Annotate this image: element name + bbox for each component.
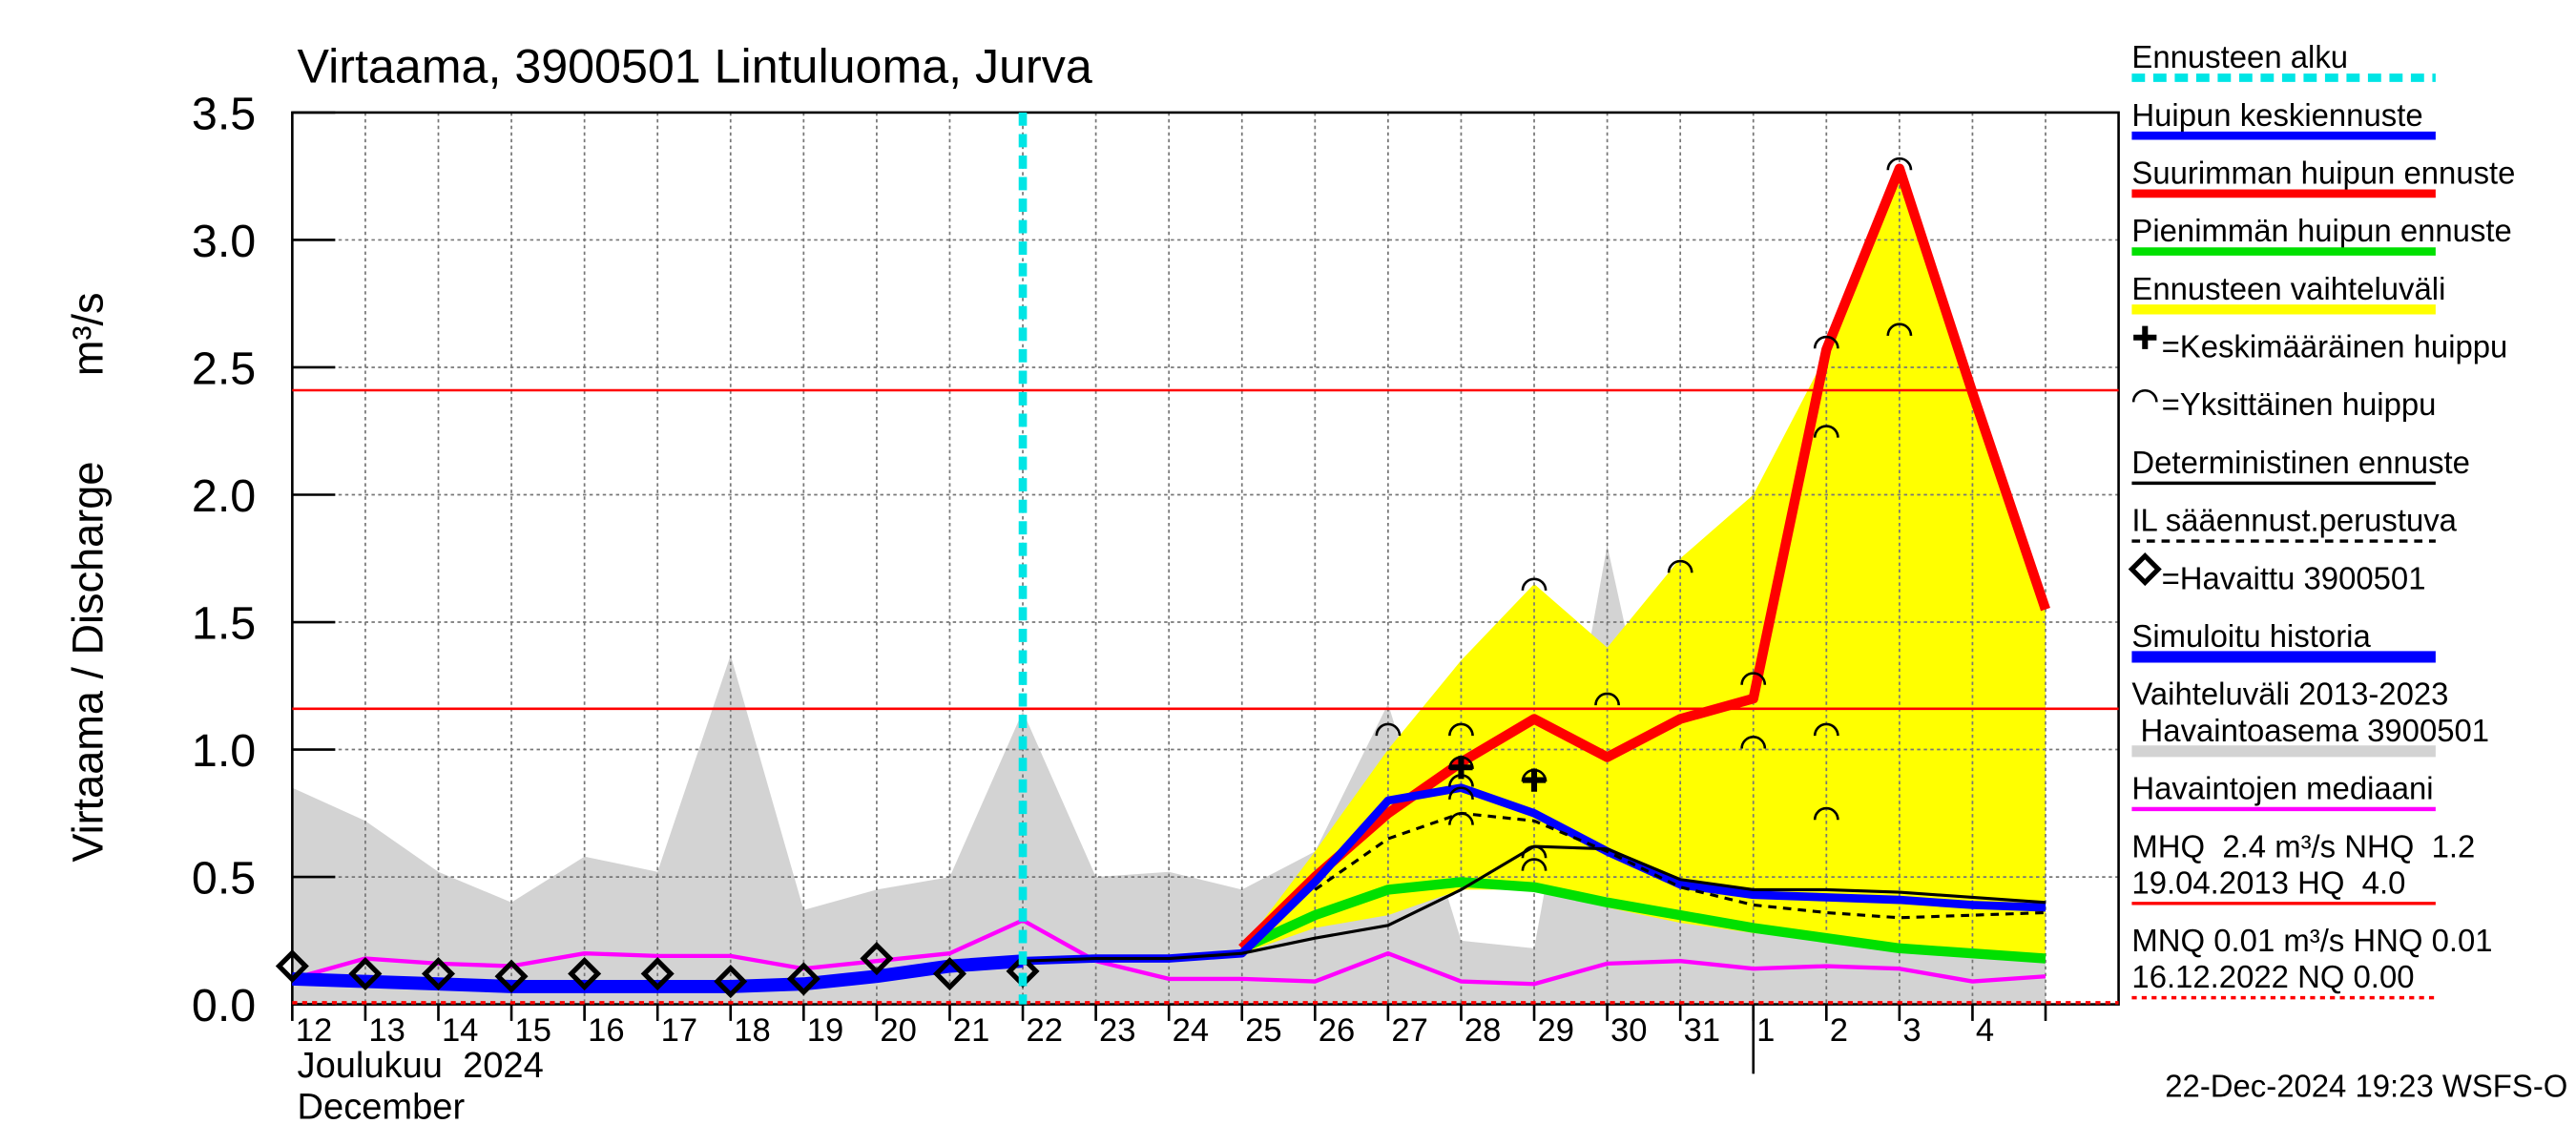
x-tick-label: 22 xyxy=(1027,1012,1063,1049)
x-tick-label: 17 xyxy=(661,1012,697,1049)
chart-title: Virtaama, 3900501 Lintuluoma, Jurva xyxy=(298,40,1092,94)
peak-marker xyxy=(1594,692,1621,706)
observed-marker xyxy=(786,962,821,996)
x-tick-label: 31 xyxy=(1684,1012,1720,1049)
legend-text: Suurimman huipun ennuste xyxy=(2131,155,2515,190)
x-tick-label: 24 xyxy=(1173,1012,1209,1049)
observed-marker xyxy=(275,948,309,984)
legend-text: Havaintojen mediaani xyxy=(2131,771,2433,806)
peak-marker xyxy=(1448,786,1474,800)
legend-text: Pienimmän huipun ennuste xyxy=(2131,213,2511,248)
legend-text: Huipun keskiennuste xyxy=(2131,97,2422,133)
observed-marker xyxy=(640,957,675,991)
footer: 22-Dec-2024 19:23 WSFS-O xyxy=(2165,1069,2567,1104)
legend-text: =Havaittu 3900501 xyxy=(2162,560,2426,595)
peak-marker xyxy=(1521,577,1548,592)
y-tick-label: 3.5 xyxy=(192,88,256,139)
peak-marker xyxy=(1813,425,1839,438)
observed-marker xyxy=(348,957,383,991)
series-line xyxy=(1239,877,2046,964)
observed-marker xyxy=(860,941,894,976)
band-area xyxy=(1241,163,2046,959)
peak-marker xyxy=(1813,722,1839,737)
peak-marker xyxy=(2131,388,2158,403)
legend-text: Deterministinen ennuste xyxy=(2131,445,2470,480)
x-tick-label: 20 xyxy=(880,1012,916,1049)
peak-marker xyxy=(1886,156,1913,171)
observed-marker xyxy=(421,957,456,991)
x-tick-label: 15 xyxy=(515,1012,551,1049)
legend-text: Havaintoasema 3900501 xyxy=(2131,713,2489,748)
x-tick-label: 23 xyxy=(1099,1012,1135,1049)
mean-peak-marker xyxy=(1449,756,1473,780)
peak-marker xyxy=(1448,722,1474,737)
x-tick-label: 27 xyxy=(1391,1012,1427,1049)
y-tick-label: 1.0 xyxy=(192,725,256,777)
y-tick-label: 1.5 xyxy=(192,597,256,649)
legend-text: 19.04.2013 HQ 4.0 xyxy=(2131,864,2405,900)
legend-text: IL sääennust.perustuva xyxy=(2131,503,2457,538)
legend-text: Simuloitu historia xyxy=(2131,618,2371,654)
legend-text: Ennusteen alku xyxy=(2131,39,2348,74)
y-tick-label: 2.5 xyxy=(192,343,256,394)
legend-text: MHQ 2.4 m³/s NHQ 1.2 xyxy=(2131,828,2475,864)
peak-marker xyxy=(1448,812,1474,825)
x-axis-label: December xyxy=(298,1087,466,1127)
peak-marker xyxy=(1667,559,1693,573)
series-line xyxy=(1238,163,2050,952)
x-tick-label: 12 xyxy=(296,1012,332,1049)
observed-marker xyxy=(494,959,529,993)
x-tick-label: 29 xyxy=(1537,1012,1573,1049)
x-tick-label: 26 xyxy=(1319,1012,1355,1049)
x-tick-label: 1 xyxy=(1756,1012,1775,1049)
y-axis-unit: m³/s xyxy=(63,292,112,376)
peak-marker xyxy=(1521,844,1548,859)
x-axis-label: Joulukuu 2024 xyxy=(298,1046,544,1086)
x-tick-label: 3 xyxy=(1902,1012,1921,1049)
legend-text: 16.12.2022 NQ 0.00 xyxy=(2131,959,2414,994)
peak-marker xyxy=(1375,722,1402,737)
observed-marker xyxy=(932,957,966,991)
y-tick-label: 3.0 xyxy=(192,216,256,267)
observed-marker xyxy=(714,965,748,999)
peak-marker xyxy=(1521,858,1548,871)
peak-marker xyxy=(1886,323,1913,336)
peak-marker xyxy=(1740,736,1767,749)
mean-peak-marker xyxy=(2133,325,2157,349)
x-tick-label: 19 xyxy=(807,1012,843,1049)
y-tick-label: 0.5 xyxy=(192,852,256,904)
y-tick-label: 2.0 xyxy=(192,470,256,522)
x-tick-label: 21 xyxy=(953,1012,989,1049)
x-tick-label: 4 xyxy=(1976,1012,1994,1049)
peak-marker xyxy=(1813,335,1839,349)
legend-text: =Keskimääräinen huippu xyxy=(2162,329,2508,364)
x-tick-label: 25 xyxy=(1245,1012,1281,1049)
x-tick-label: 2 xyxy=(1830,1012,1848,1049)
observed-marker xyxy=(2128,552,2162,587)
observed-marker xyxy=(568,957,602,991)
legend-text: MNQ 0.01 m³/s HNQ 0.01 xyxy=(2131,923,2492,958)
legend-text: =Yksittäinen huippu xyxy=(2162,386,2437,422)
series-line xyxy=(1314,811,2046,920)
x-tick-label: 28 xyxy=(1465,1012,1501,1049)
x-tick-label: 14 xyxy=(442,1012,478,1049)
x-tick-label: 30 xyxy=(1610,1012,1647,1049)
y-tick-label: 0.0 xyxy=(192,980,256,1031)
x-tick-label: 18 xyxy=(734,1012,770,1049)
x-tick-label: 16 xyxy=(588,1012,624,1049)
peak-marker xyxy=(1740,672,1767,685)
mean-peak-marker xyxy=(1522,768,1547,792)
legend-text: Vaihteluväli 2013-2023 xyxy=(2131,677,2448,712)
y-axis-label: Virtaama / Discharge xyxy=(63,462,112,863)
peak-marker xyxy=(1813,806,1839,821)
legend-text: Ennusteen vaihteluväli xyxy=(2131,271,2445,306)
series-line xyxy=(291,918,2046,987)
x-tick-label: 13 xyxy=(368,1012,405,1049)
